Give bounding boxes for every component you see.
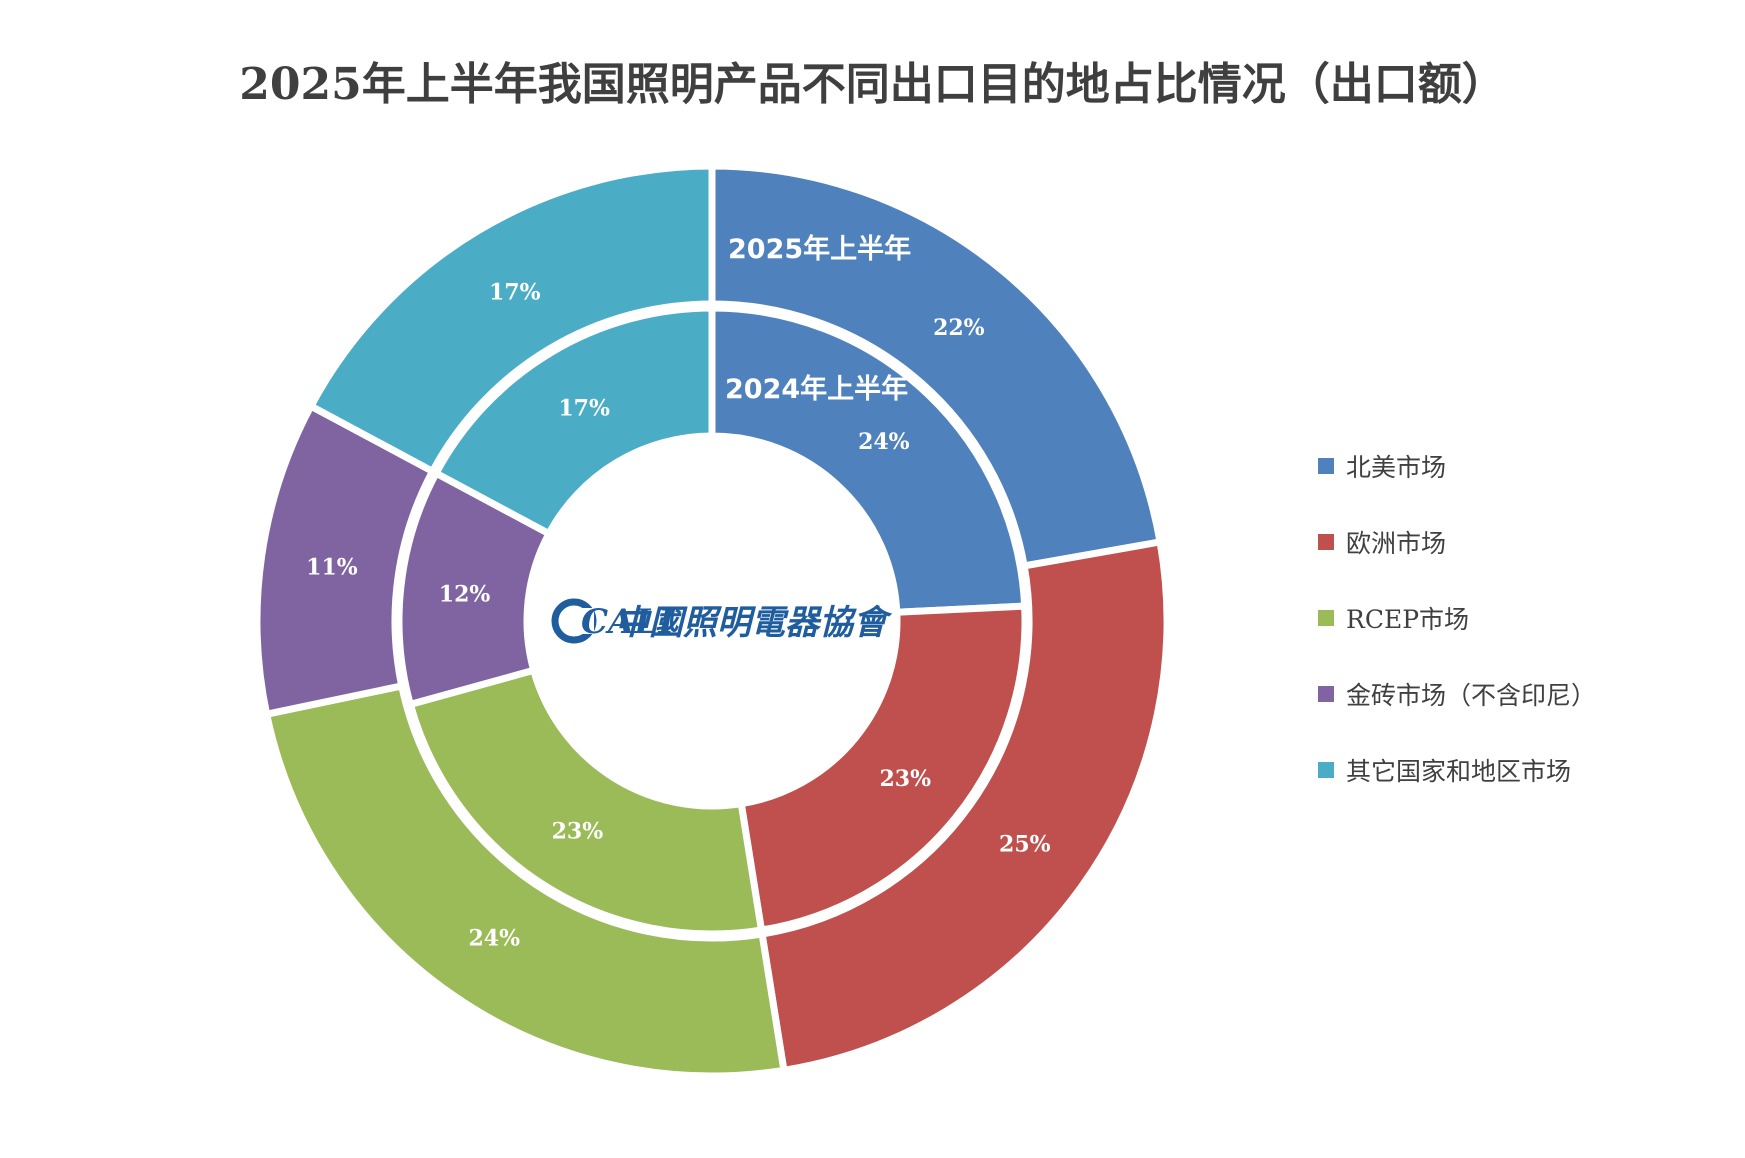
slice-outer-4 (307, 162, 716, 475)
data-label-outer-3: 11% (306, 554, 358, 580)
data-label-outer-2: 24% (468, 925, 520, 951)
legend-item-3: 金砖市场（不含印尼） (1318, 656, 1596, 732)
legend-item-1: 欧洲市场 (1318, 504, 1596, 580)
data-label-outer-1: 25% (999, 832, 1051, 858)
legend: 北美市场欧洲市场 RCEP市场金砖市场（不含印尼） 其它国家和地区市场 (1318, 428, 1596, 808)
data-label-inner-0: 24% (858, 429, 910, 455)
slice-outer-1 (758, 538, 1171, 1074)
legend-label-0: 北美市场 (1346, 453, 1447, 482)
logo-text: 中國照明電器協會 (615, 603, 893, 643)
chart-title: 2025年上半年我国照明产品不同出口目的地占比情况（出口额） (239, 59, 1506, 110)
legend-swatch-2 (1318, 610, 1334, 626)
ring-label-inner: 2024年上半年 (725, 373, 908, 405)
legend-swatch-0 (1318, 458, 1334, 474)
cali-logo-icon: CALI 中國照明電器協會 (551, 598, 893, 644)
slices (253, 162, 1171, 1080)
data-label-inner-3: 12% (439, 581, 491, 607)
data-labels: 22% 25% 24% 11% 17% 24% 23% 23% 12% 17% (306, 280, 1051, 952)
slice-inner-1 (737, 602, 1029, 934)
slice-outer-0 (708, 162, 1164, 570)
legend-item-4: 其它国家和地区市场 (1318, 732, 1596, 808)
legend-swatch-4 (1318, 762, 1334, 778)
legend-item-0: 北美市场 (1318, 428, 1596, 504)
slice-outer-2 (263, 682, 788, 1080)
ring-label-outer: 2025年上半年 (728, 233, 911, 265)
ring-labels: 2025年上半年 2024年上半年 (725, 233, 911, 405)
slice-inner-2 (406, 666, 765, 938)
data-label-outer-0: 22% (933, 315, 985, 341)
legend-label-1: 欧洲市场 (1346, 529, 1447, 558)
legend-label-4: 其它国家和地区市场 (1346, 757, 1572, 786)
data-label-inner-1: 23% (879, 766, 931, 792)
data-label-inner-2: 23% (552, 818, 604, 844)
legend-label-2: RCEP市场 (1346, 605, 1470, 634)
legend-swatch-1 (1318, 534, 1334, 550)
logo-mark: CALI (581, 602, 675, 642)
slice-inner-0 (708, 304, 1029, 616)
legend-item-2: RCEP市场 (1318, 580, 1596, 656)
data-label-outer-4: 17% (489, 280, 541, 306)
slice-inner-4 (432, 304, 716, 538)
data-label-inner-4: 17% (558, 395, 610, 421)
legend-label-3: 金砖市场（不含印尼） (1346, 681, 1597, 710)
legend-swatch-3 (1318, 686, 1334, 702)
